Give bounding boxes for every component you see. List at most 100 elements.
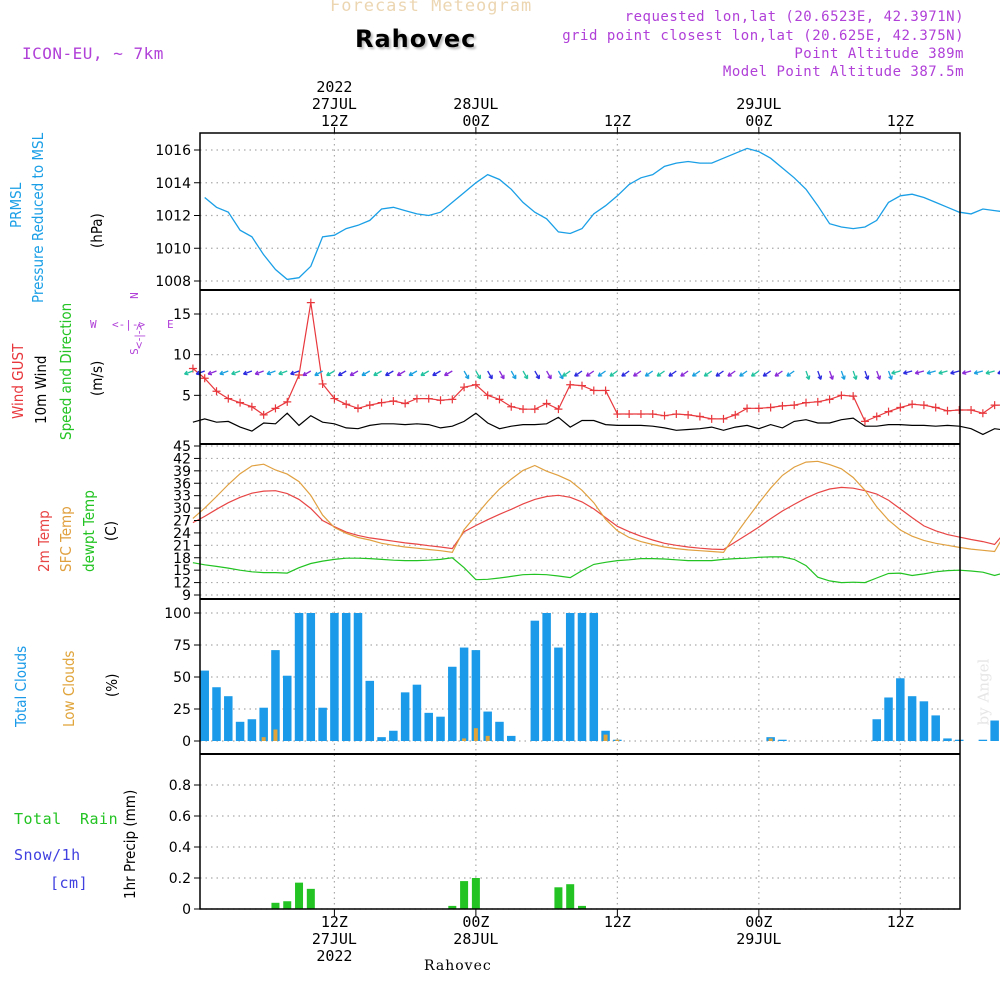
temp-2m-line — [192, 486, 1000, 551]
requested-coords: requested lon,lat (20.6523E, 42.3971N) — [624, 9, 964, 25]
total-cloud-bar — [907, 696, 917, 741]
precip-ytick-label: 0.4 — [169, 840, 191, 856]
low-cloud-bar — [485, 735, 490, 741]
wind-direction-arrow — [396, 370, 406, 377]
total-cloud-bar — [589, 613, 599, 741]
rain-bar — [295, 882, 304, 909]
total-cloud-bar — [341, 613, 351, 741]
wind-direction-arrow — [574, 370, 583, 377]
gust-marker — [200, 374, 209, 383]
gust-marker — [283, 397, 292, 406]
gust-marker — [507, 402, 516, 411]
total-cloud-bar — [542, 613, 551, 741]
total-cloud-bar — [318, 707, 327, 741]
wind-direction-arrow — [487, 370, 493, 380]
wind-direction-arrow — [762, 370, 772, 377]
bottom-time-label: 28JUL — [453, 930, 498, 948]
precip-ytick-label: 0.8 — [169, 778, 191, 794]
low-cloud-bar — [768, 738, 773, 741]
temp-ytick-label: 39 — [173, 464, 191, 480]
gust-marker — [577, 381, 586, 390]
temp-ytick-label: 42 — [173, 451, 191, 467]
gust-marker — [330, 394, 339, 403]
wind-direction-arrow — [786, 370, 795, 377]
gust-marker — [236, 398, 245, 407]
low-cloud-bar — [473, 728, 478, 741]
top-time-label: 12Z — [321, 112, 348, 130]
total-cloud-bar — [400, 692, 410, 741]
gust-marker — [295, 371, 304, 379]
wind-direction-arrow — [973, 370, 984, 375]
wind-direction-arrow — [644, 370, 654, 377]
wind-direction-arrow — [183, 370, 194, 376]
temp-ytick-label: 45 — [173, 439, 191, 455]
gust-marker — [660, 411, 669, 420]
top-time-label: 2022 — [316, 78, 352, 96]
gust-marker — [636, 410, 645, 419]
low-cloud-bar — [462, 738, 467, 741]
wind-direction-arrow — [926, 370, 936, 375]
wind-direction-arrow — [314, 370, 323, 377]
wind-ytick-label: 10 — [173, 348, 191, 364]
precip-total-label: Total — [14, 810, 62, 828]
wind-direction-arrow — [302, 370, 312, 377]
precip-rain-label: Rain — [80, 810, 119, 828]
rain-bar — [283, 901, 292, 909]
total-cloud-bar — [495, 721, 504, 741]
rain-bar — [554, 887, 563, 909]
gust-marker — [849, 392, 858, 401]
total-cloud-bar — [294, 613, 304, 741]
total-cloud-bar — [259, 707, 268, 741]
total-cloud-bar — [235, 721, 245, 741]
model-name: ICON-EU, ~ 7km — [22, 44, 164, 63]
gust-marker — [436, 396, 445, 405]
total-cloud-bar — [872, 719, 881, 741]
total-cloud-bar — [200, 670, 209, 741]
gust-marker — [389, 397, 398, 406]
bottom-time-label: 00Z — [745, 913, 772, 931]
wind-direction-arrow — [891, 370, 901, 375]
gust-marker — [684, 410, 693, 419]
wind-direction-arrow — [231, 370, 241, 376]
wind-direction-arrow — [961, 370, 972, 375]
compass-w: W — [90, 318, 97, 331]
precip-ytick-label: 0.2 — [169, 871, 191, 887]
top-time-label: 00Z — [745, 112, 772, 130]
station-title: Rahovec — [355, 25, 477, 53]
rain-bar — [306, 888, 315, 909]
gust-marker — [495, 395, 504, 404]
total-cloud-bar — [448, 666, 457, 741]
top-time-label: 28JUL — [453, 95, 498, 113]
gust-marker — [896, 403, 905, 412]
wind-direction-arrow — [557, 370, 564, 380]
gust-marker — [719, 414, 728, 423]
wind-direction-arrow — [562, 370, 571, 377]
pressure-ytick-label: 1010 — [155, 241, 191, 257]
total-cloud-bar — [212, 687, 221, 741]
wind-direction-arrow — [337, 370, 347, 377]
wind-direction-arrow — [817, 370, 823, 380]
wind-direction-arrow — [597, 370, 606, 377]
gust-marker — [471, 380, 480, 389]
total-cloud-bar — [530, 620, 540, 741]
wind-line — [192, 412, 1000, 436]
wind-direction-arrow — [680, 370, 689, 377]
wind-direction-arrow — [691, 370, 701, 377]
gust-marker — [802, 398, 811, 407]
gust-marker — [530, 405, 539, 414]
wind-direction-arrow — [408, 370, 418, 377]
wind-direction-arrow — [278, 370, 288, 376]
precip-ytick-label: 0.6 — [169, 809, 191, 825]
gust-marker — [353, 404, 362, 413]
wind-ytick-label: 15 — [173, 307, 191, 323]
gust-marker — [460, 383, 469, 392]
gust-marker — [401, 399, 410, 408]
wind-direction-arrow — [432, 370, 441, 377]
gust-marker — [566, 380, 575, 389]
low-cloud-bar — [273, 729, 278, 741]
gust-marker — [542, 399, 551, 408]
gust-marker — [754, 404, 763, 413]
total-cloud-bar — [306, 613, 316, 741]
total-cloud-bar — [377, 737, 386, 741]
total-cloud-bar — [565, 613, 575, 741]
